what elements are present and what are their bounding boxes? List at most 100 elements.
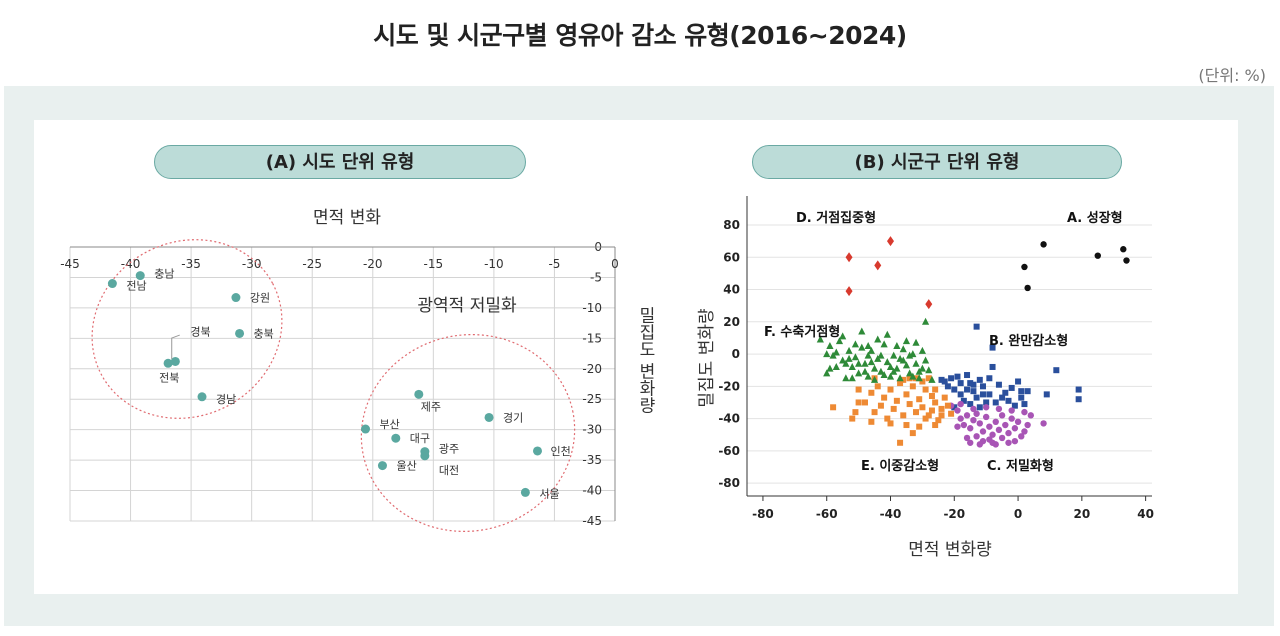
data-point (995, 381, 1002, 388)
data-point (989, 431, 996, 438)
data-point (912, 359, 920, 367)
point-label: 대구 (410, 432, 430, 445)
point-label: 경남 (216, 393, 236, 406)
y-tick-label: -10 (582, 301, 602, 315)
point-label: 경기 (503, 411, 523, 424)
y-tick-label: 0 (732, 347, 740, 361)
data-point (903, 422, 910, 429)
data-point (361, 424, 371, 434)
y-tick-label: -60 (718, 444, 740, 458)
data-point (970, 388, 977, 395)
data-point (999, 394, 1006, 401)
data-point (839, 332, 847, 340)
data-point (826, 364, 834, 372)
data-point (973, 394, 980, 401)
data-point (986, 391, 993, 398)
y-tick-label: -20 (718, 379, 740, 393)
data-point (1021, 408, 1028, 416)
data-point (938, 412, 945, 419)
x-tick-label: -35 (181, 257, 201, 271)
data-point (964, 386, 971, 393)
data-point (967, 401, 974, 408)
data-point (823, 369, 831, 377)
data-point (915, 374, 923, 382)
data-point (1075, 386, 1082, 393)
data-point (874, 383, 881, 390)
data-point (970, 416, 977, 424)
data-point (896, 374, 904, 382)
data-point (868, 389, 875, 396)
data-point (874, 260, 882, 271)
data-point (845, 252, 853, 263)
data-point (1011, 402, 1018, 409)
data-point (1024, 284, 1031, 292)
data-point (823, 350, 831, 358)
data-point (197, 392, 207, 402)
y-tick-label: -20 (582, 362, 602, 376)
data-point (1018, 394, 1025, 401)
data-point (918, 346, 926, 354)
leader-line (171, 334, 180, 360)
data-point (916, 423, 923, 430)
data-point (925, 375, 932, 382)
point-label: 울산 (396, 460, 416, 473)
data-point (830, 404, 837, 411)
data-point (890, 367, 898, 375)
y-tick-label: -35 (582, 453, 602, 467)
data-point (1008, 384, 1015, 391)
data-point (883, 330, 891, 338)
data-point (909, 430, 916, 437)
x-tick-label: -45 (60, 257, 80, 271)
y-axis-title: 밀집도 변화량 (697, 308, 717, 408)
data-point (967, 380, 974, 387)
data-point (1120, 246, 1127, 253)
data-point (916, 396, 923, 403)
data-point (855, 359, 863, 367)
series-label: E. 이중감소형 (861, 458, 939, 474)
data-point (1123, 257, 1130, 264)
data-point (902, 337, 911, 345)
data-point (414, 389, 424, 399)
data-point (900, 376, 907, 383)
x-tick-label: -80 (752, 507, 774, 521)
data-point (1015, 378, 1022, 385)
y-tick-label: -5 (590, 270, 602, 284)
data-point (954, 407, 961, 414)
data-point (921, 356, 930, 364)
x-tick-label: 0 (611, 257, 619, 271)
x-tick-label: -20 (943, 507, 965, 521)
data-point (986, 423, 993, 430)
data-point (948, 375, 955, 382)
point-label: 충북 (254, 327, 274, 340)
data-point (989, 344, 996, 351)
data-point (932, 399, 939, 406)
point-label: 경북 (190, 325, 210, 338)
unit-label: (단위: %) (1198, 66, 1266, 85)
data-point (855, 369, 863, 377)
data-point (484, 412, 494, 422)
x-tick-label: -60 (816, 507, 838, 521)
x-tick-label: -40 (880, 507, 902, 521)
data-point (1094, 252, 1101, 259)
data-point (391, 433, 401, 443)
data-point (135, 271, 145, 281)
data-point (868, 418, 875, 425)
data-point (1008, 407, 1015, 414)
data-point (842, 359, 850, 367)
data-point (938, 405, 945, 412)
data-point (231, 293, 241, 303)
data-point (1024, 388, 1031, 395)
data-point (884, 415, 891, 422)
data-point (963, 434, 971, 442)
data-point (845, 354, 853, 362)
data-point (839, 356, 847, 364)
x-axis-title: 면적 변화 (313, 208, 381, 228)
data-point (845, 346, 853, 354)
data-point (864, 372, 872, 380)
data-point (932, 386, 939, 393)
x-axis-title: 면적 변화량 (908, 540, 992, 560)
data-point (986, 375, 993, 382)
data-point (1075, 396, 1082, 403)
data-point (816, 335, 824, 343)
